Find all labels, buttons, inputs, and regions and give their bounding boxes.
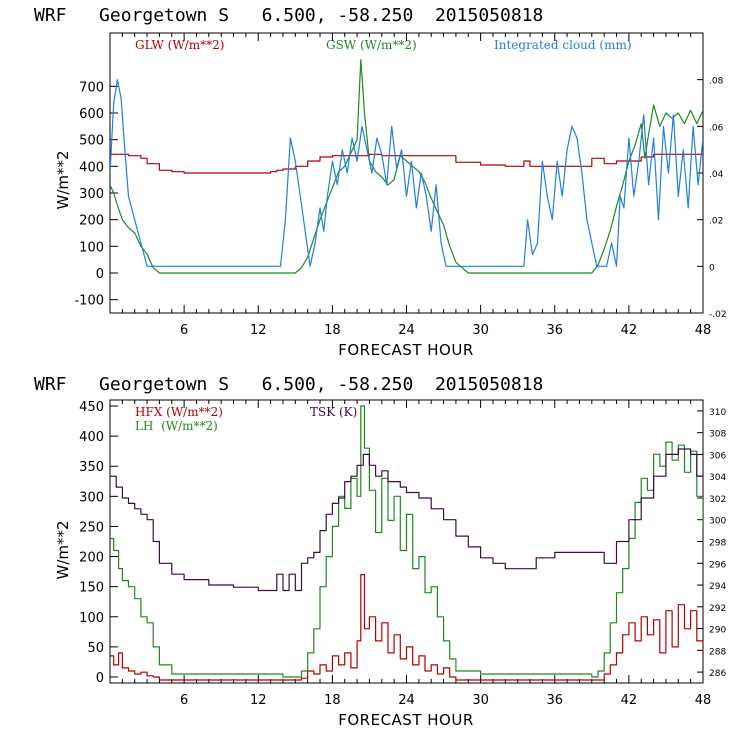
chart-top-right-tick-label: .08	[709, 77, 724, 87]
chart-bottom-right-tick-label: 298	[709, 539, 726, 549]
chart-bottom-right-tick-label: 290	[709, 626, 726, 636]
chart-top-y-tick-label: 600	[79, 107, 104, 122]
chart-top-x-tick-label: 12	[250, 323, 267, 338]
chart-top-x-tick-label: 42	[621, 323, 638, 338]
chart-top-x-tick-label: 30	[472, 323, 489, 338]
chart-bottom-right-tick-label: 308	[709, 430, 726, 440]
chart-bottom-xlabel: FORECAST HOUR	[338, 711, 474, 729]
chart-top-y-tick-label: 0	[96, 267, 104, 282]
legend-tsk: TSK (K)	[310, 405, 357, 419]
series-line-hfx	[110, 574, 703, 681]
chart-top-x-tick-label: 18	[324, 323, 341, 338]
series-line-tsk	[110, 448, 703, 592]
chart-bottom-y-tick-label: 250	[79, 520, 104, 535]
chart-top-right-tick-label: .06	[709, 123, 724, 133]
series-line-gsw	[110, 59, 703, 274]
legend-gsw: GSW (W/m**2)	[326, 38, 417, 52]
chart-bottom-x-tick-label: 30	[472, 693, 489, 708]
chart-bottom-x-tick-label: 36	[546, 693, 563, 708]
chart-top-x-tick-label: 48	[695, 323, 712, 338]
chart-bottom-right-tick-label: 294	[709, 582, 726, 592]
chart-top-y-tick-label: 200	[79, 214, 104, 229]
chart-top-x-tick-label: 6	[180, 323, 188, 338]
chart-top-y-tick-label: 700	[79, 80, 104, 95]
chart-top-y-tick-label: 400	[79, 160, 104, 175]
chart-top: WRF Georgetown S 6.500, -58.250 20150508…	[34, 5, 727, 359]
chart-bottom-right-tick-label: 288	[709, 647, 726, 657]
legend-lh: LH (W/m**2)	[135, 419, 218, 433]
chart-bottom-y-tick-label: 350	[79, 460, 104, 475]
chart-top-right-tick-label: .02	[709, 217, 723, 227]
chart-top-y-tick-label: 300	[79, 187, 104, 202]
chart-bottom-y-tick-label: 400	[79, 430, 104, 445]
chart-top-x-tick-label: 36	[546, 323, 563, 338]
chart-top-right-tick-label: .04	[709, 170, 724, 180]
series-line-lh	[110, 405, 703, 678]
chart-top-ylabel: W/m**2	[54, 150, 72, 209]
chart-bottom: WRF Georgetown S 6.500, -58.250 20150508…	[34, 374, 726, 729]
chart-bottom-x-tick-label: 48	[695, 693, 712, 708]
chart-bottom-x-tick-label: 24	[398, 693, 415, 708]
series-line-integrated	[110, 79, 703, 267]
chart-bottom-right-tick-label: 292	[709, 604, 726, 614]
chart-bottom-right-tick-label: 296	[709, 560, 726, 570]
chart-bottom-y-tick-label: 200	[79, 551, 104, 566]
chart-bottom-y-tick-label: 100	[79, 611, 104, 626]
legend-hfx: HFX (W/m**2)	[135, 405, 223, 419]
legend-glw: GLW (W/m**2)	[135, 38, 224, 52]
chart-bottom-right-tick-label: 306	[709, 451, 726, 461]
chart-bottom-right-tick-label: 302	[709, 495, 726, 505]
chart-bottom-x-tick-label: 12	[250, 693, 267, 708]
chart-top-x-tick-label: 24	[398, 323, 415, 338]
chart-bottom-right-tick-label: 310	[709, 408, 726, 418]
chart-top-y-tick-label: 100	[79, 240, 104, 255]
chart-bottom-y-tick-label: 300	[79, 490, 104, 505]
chart-bottom-title: WRF Georgetown S 6.500, -58.250 20150508…	[34, 374, 543, 395]
chart-top-xlabel: FORECAST HOUR	[338, 341, 474, 359]
chart-bottom-right-tick-label: 300	[709, 517, 726, 527]
chart-bottom-y-tick-label: 50	[87, 641, 104, 656]
chart-bottom-right-tick-label: 286	[709, 669, 726, 679]
chart-bottom-x-tick-label: 18	[324, 693, 341, 708]
chart-bottom-ylabel: W/m**2	[54, 520, 72, 579]
chart-top-y-tick-label: 500	[79, 134, 104, 149]
chart-top-right-tick-label: 0	[709, 263, 715, 273]
chart-bottom-x-tick-label: 42	[621, 693, 638, 708]
chart-bottom-x-tick-label: 6	[180, 693, 188, 708]
legend-cloud: Integrated cloud (mm)	[494, 38, 632, 52]
chart-top-y-tick-label: -100	[74, 294, 104, 309]
chart-bottom-right-tick-label: 304	[709, 473, 726, 483]
chart-bottom-y-tick-label: 0	[96, 671, 104, 686]
chart-bottom-y-tick-label: 450	[79, 400, 104, 415]
chart-top-title: WRF Georgetown S 6.500, -58.250 20150508…	[34, 5, 543, 26]
chart-bottom-y-tick-label: 150	[79, 581, 104, 596]
series-line-glw	[110, 153, 703, 174]
chart-top-right-tick-label: -.02	[709, 310, 727, 320]
